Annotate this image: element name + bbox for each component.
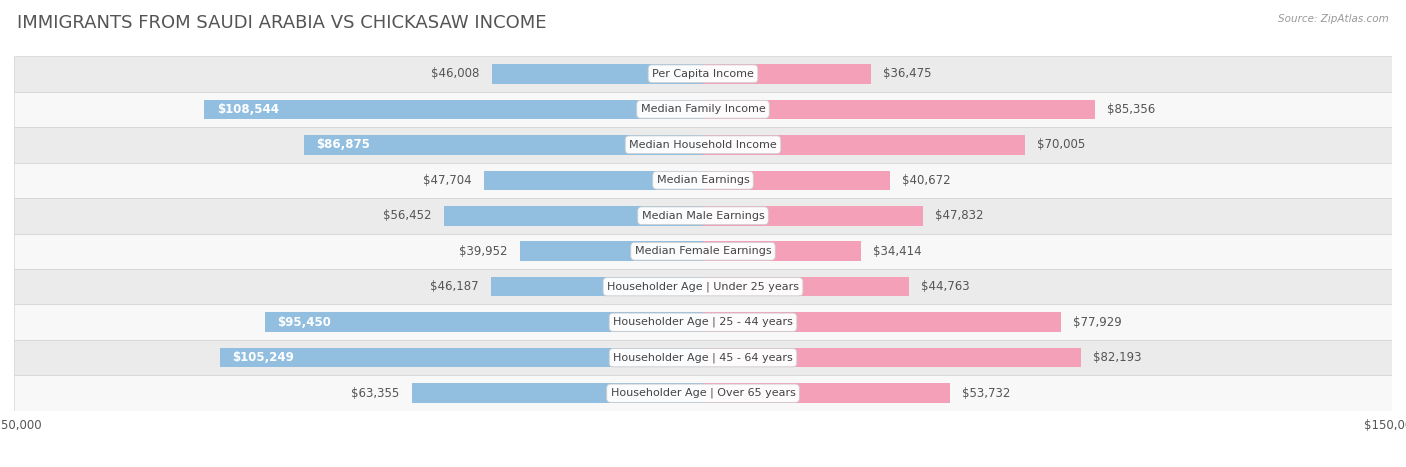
FancyBboxPatch shape — [14, 234, 1392, 269]
Text: $95,450: $95,450 — [277, 316, 330, 329]
FancyBboxPatch shape — [14, 127, 1392, 163]
FancyBboxPatch shape — [219, 348, 703, 368]
FancyBboxPatch shape — [264, 312, 703, 332]
Text: Median Family Income: Median Family Income — [641, 104, 765, 114]
Text: $82,193: $82,193 — [1092, 351, 1142, 364]
FancyBboxPatch shape — [444, 206, 703, 226]
Text: $36,475: $36,475 — [883, 67, 931, 80]
Text: Per Capita Income: Per Capita Income — [652, 69, 754, 79]
FancyBboxPatch shape — [492, 64, 703, 84]
FancyBboxPatch shape — [304, 135, 703, 155]
Text: $70,005: $70,005 — [1038, 138, 1085, 151]
Text: $63,355: $63,355 — [352, 387, 399, 400]
FancyBboxPatch shape — [703, 348, 1080, 368]
Text: $46,187: $46,187 — [430, 280, 478, 293]
Text: $108,544: $108,544 — [217, 103, 278, 116]
FancyBboxPatch shape — [14, 163, 1392, 198]
Text: $44,763: $44,763 — [921, 280, 970, 293]
FancyBboxPatch shape — [703, 135, 1025, 155]
FancyBboxPatch shape — [14, 198, 1392, 234]
FancyBboxPatch shape — [14, 304, 1392, 340]
Text: $105,249: $105,249 — [232, 351, 294, 364]
FancyBboxPatch shape — [703, 206, 922, 226]
FancyBboxPatch shape — [703, 241, 860, 261]
Text: $56,452: $56,452 — [382, 209, 432, 222]
Text: Source: ZipAtlas.com: Source: ZipAtlas.com — [1278, 14, 1389, 24]
FancyBboxPatch shape — [703, 277, 908, 297]
Text: Householder Age | Under 25 years: Householder Age | Under 25 years — [607, 282, 799, 292]
Text: Median Female Earnings: Median Female Earnings — [634, 246, 772, 256]
Text: $40,672: $40,672 — [903, 174, 950, 187]
FancyBboxPatch shape — [703, 170, 890, 190]
FancyBboxPatch shape — [519, 241, 703, 261]
FancyBboxPatch shape — [14, 92, 1392, 127]
FancyBboxPatch shape — [14, 375, 1392, 411]
FancyBboxPatch shape — [14, 56, 1392, 92]
FancyBboxPatch shape — [703, 312, 1062, 332]
Text: $47,704: $47,704 — [423, 174, 471, 187]
Text: $86,875: $86,875 — [316, 138, 370, 151]
Text: Householder Age | 25 - 44 years: Householder Age | 25 - 44 years — [613, 317, 793, 327]
FancyBboxPatch shape — [703, 383, 950, 403]
FancyBboxPatch shape — [14, 340, 1392, 375]
FancyBboxPatch shape — [484, 170, 703, 190]
Text: $77,929: $77,929 — [1073, 316, 1122, 329]
FancyBboxPatch shape — [491, 277, 703, 297]
FancyBboxPatch shape — [204, 99, 703, 119]
FancyBboxPatch shape — [703, 99, 1095, 119]
Text: Median Earnings: Median Earnings — [657, 175, 749, 185]
Text: Householder Age | Over 65 years: Householder Age | Over 65 years — [610, 388, 796, 398]
Text: $47,832: $47,832 — [935, 209, 984, 222]
FancyBboxPatch shape — [703, 64, 870, 84]
Text: $39,952: $39,952 — [458, 245, 508, 258]
Text: $85,356: $85,356 — [1108, 103, 1156, 116]
Text: Median Male Earnings: Median Male Earnings — [641, 211, 765, 221]
Text: Householder Age | 45 - 64 years: Householder Age | 45 - 64 years — [613, 353, 793, 363]
Text: Median Household Income: Median Household Income — [628, 140, 778, 150]
Text: $34,414: $34,414 — [873, 245, 922, 258]
Text: $46,008: $46,008 — [430, 67, 479, 80]
FancyBboxPatch shape — [14, 269, 1392, 304]
FancyBboxPatch shape — [412, 383, 703, 403]
Text: $53,732: $53,732 — [962, 387, 1011, 400]
Text: IMMIGRANTS FROM SAUDI ARABIA VS CHICKASAW INCOME: IMMIGRANTS FROM SAUDI ARABIA VS CHICKASA… — [17, 14, 547, 32]
